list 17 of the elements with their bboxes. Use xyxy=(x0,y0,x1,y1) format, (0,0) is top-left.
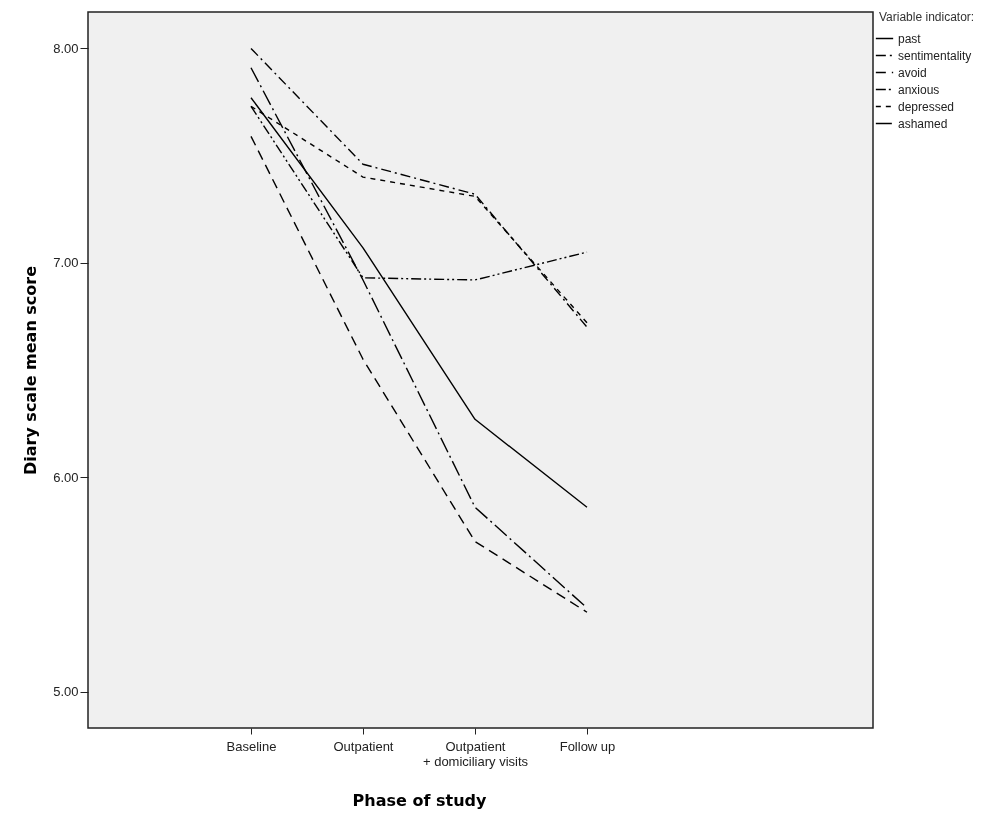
legend-label: past xyxy=(898,31,922,46)
x-tick-label: Baseline xyxy=(226,738,277,754)
legend-title: Variable indicator: xyxy=(879,10,975,24)
y-tick-label: 6.00 xyxy=(53,469,79,485)
y-tick-label: 5.00 xyxy=(53,684,79,700)
x-tick-label: Outpatient + domiciliary visits xyxy=(422,738,529,769)
legend-label: sentimentality xyxy=(898,48,972,63)
x-tick-label: Follow up xyxy=(559,738,616,754)
x-axis-title: Phase of study xyxy=(352,790,487,810)
y-tick-label: 8.00 xyxy=(53,40,79,56)
legend-label: anxious xyxy=(898,82,940,97)
x-tick-label: Outpatient xyxy=(333,738,394,754)
legend-label: depressed xyxy=(898,99,955,114)
legend-label: ashamed xyxy=(898,116,948,131)
y-tick-label: 7.00 xyxy=(53,255,79,271)
legend-label: avoid xyxy=(898,65,927,80)
y-axis-title: Diary scale mean score xyxy=(21,265,41,476)
